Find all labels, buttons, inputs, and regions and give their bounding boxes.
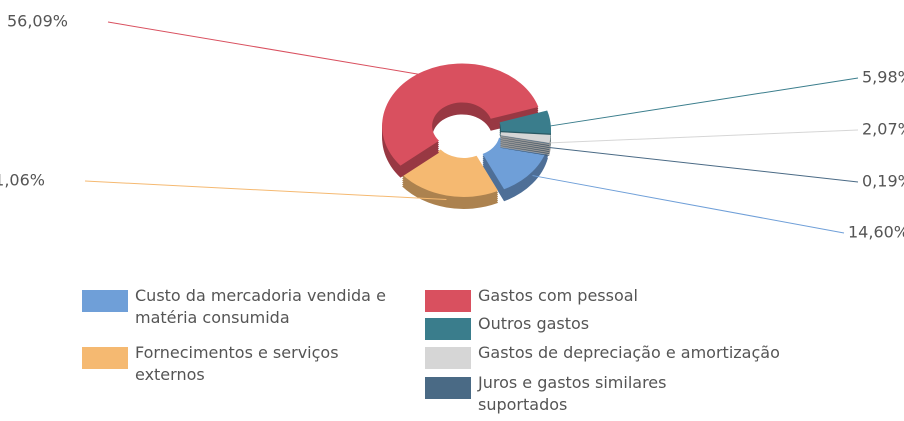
legend-label: Fornecimentos e serviços externos <box>135 343 339 384</box>
slice <box>500 135 550 144</box>
legend-label: Juros e gastos similares suportados <box>478 373 667 414</box>
data-label: 5,98% <box>862 68 904 87</box>
leader-line <box>107 21 424 76</box>
legend-label: Outros gastos <box>478 314 590 333</box>
slice <box>402 149 499 197</box>
legend-label: Gastos com pessoal <box>478 286 638 305</box>
leader-line <box>549 147 859 183</box>
data-label: 2,07% <box>862 120 904 139</box>
leader-line <box>532 175 845 234</box>
legend-swatch <box>425 377 471 399</box>
slice-side <box>500 147 550 156</box>
data-label: 14,60% <box>848 223 904 242</box>
slice-side <box>500 145 550 154</box>
slice-side <box>500 141 550 150</box>
leader-line <box>550 129 859 144</box>
legend-swatch <box>425 318 471 340</box>
legend-label: Gastos de depreciação e amortização <box>478 343 780 362</box>
slice <box>382 63 539 166</box>
data-label: 21,06% <box>0 171 45 190</box>
legend-label: Custo da mercadoria vendida e matéria co… <box>135 286 386 327</box>
slice <box>500 132 551 143</box>
leader-line <box>84 180 447 200</box>
legend-swatch <box>82 347 128 369</box>
slice-side <box>500 139 550 148</box>
data-label: 56,09% <box>7 12 68 31</box>
data-label: 0,19% <box>862 172 904 191</box>
legend-swatch <box>425 347 471 369</box>
slice-side <box>500 143 550 152</box>
legend-swatch <box>425 290 471 312</box>
slice <box>499 110 551 134</box>
slice-side <box>500 137 550 146</box>
legend-swatch <box>82 290 128 312</box>
leader-line <box>550 77 859 127</box>
